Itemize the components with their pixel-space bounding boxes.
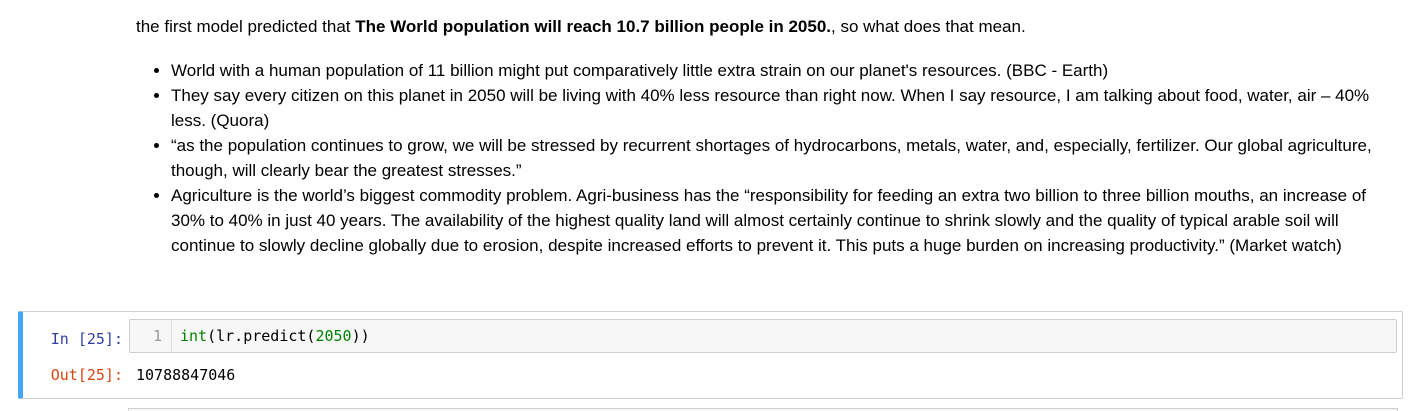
intro-paragraph: the first model predicted that The World…: [136, 14, 1396, 44]
code-cell-selected[interactable]: In [25]: 1 int(lr.predict(2050)) Out[25]…: [18, 311, 1403, 399]
code-line[interactable]: int(lr.predict(2050)): [180, 320, 370, 352]
line-number: 1: [130, 320, 172, 352]
list-item: “as the population continues to grow, we…: [171, 133, 1396, 183]
bullet-list: World with a human population of 11 bill…: [136, 58, 1396, 258]
input-prompt: In [25]:: [50, 330, 123, 348]
code-builtin-token: int: [180, 327, 208, 345]
code-number-token: 2050: [315, 327, 352, 345]
code-close-token: )): [351, 327, 370, 345]
list-item: Agriculture is the world’s biggest commo…: [171, 183, 1396, 258]
list-item: They say every citizen on this planet in…: [171, 83, 1396, 133]
next-cell-edge[interactable]: [128, 408, 1398, 411]
code-call-token: (lr.predict(: [207, 327, 316, 345]
intro-prefix: the first model predicted that: [136, 17, 356, 36]
markdown-cell[interactable]: the first model predicted that The World…: [136, 14, 1396, 258]
intro-suffix: , so what does that mean.: [831, 17, 1026, 36]
code-input-area[interactable]: 1 int(lr.predict(2050)): [129, 319, 1397, 353]
output-prompt: Out[25]:: [50, 366, 123, 384]
intro-bold-statement: The World population will reach 10.7 bil…: [355, 17, 832, 36]
list-item: World with a human population of 11 bill…: [171, 58, 1396, 83]
output-value: 10788847046: [136, 366, 236, 384]
